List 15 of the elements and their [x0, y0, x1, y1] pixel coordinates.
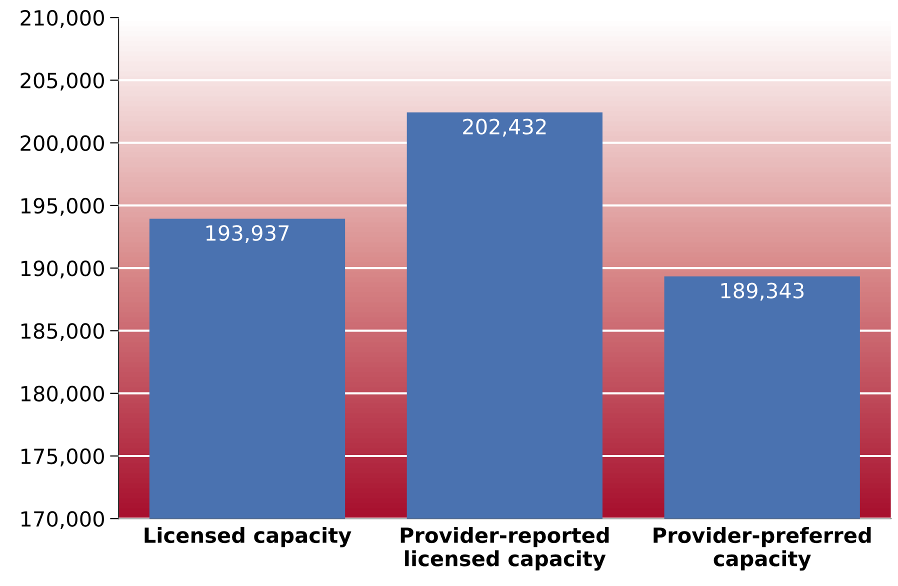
y-tick-label: 190,000: [21, 260, 104, 278]
y-tick-label: 175,000: [21, 448, 104, 466]
y-tick-label: 185,000: [21, 323, 104, 342]
y-tick-label: 210,000: [20, 10, 104, 28]
x-tick-label: Licensed capacity: [144, 526, 352, 548]
x-tick-label: Provider-reported licensed capacity: [400, 526, 609, 571]
y-tick-label: 170,000: [21, 511, 104, 529]
x-tick-label: Provider-preferred capacity: [654, 526, 871, 571]
data-label: 189,343: [721, 282, 804, 301]
y-tick-label: 205,000: [20, 72, 104, 91]
data-label: 202,432: [463, 118, 546, 137]
data-label: 193,937: [206, 225, 289, 244]
y-tick-label: 200,000: [20, 135, 104, 154]
y-tick-label: 195,000: [21, 198, 104, 216]
y-tick-label: 180,000: [21, 386, 104, 404]
